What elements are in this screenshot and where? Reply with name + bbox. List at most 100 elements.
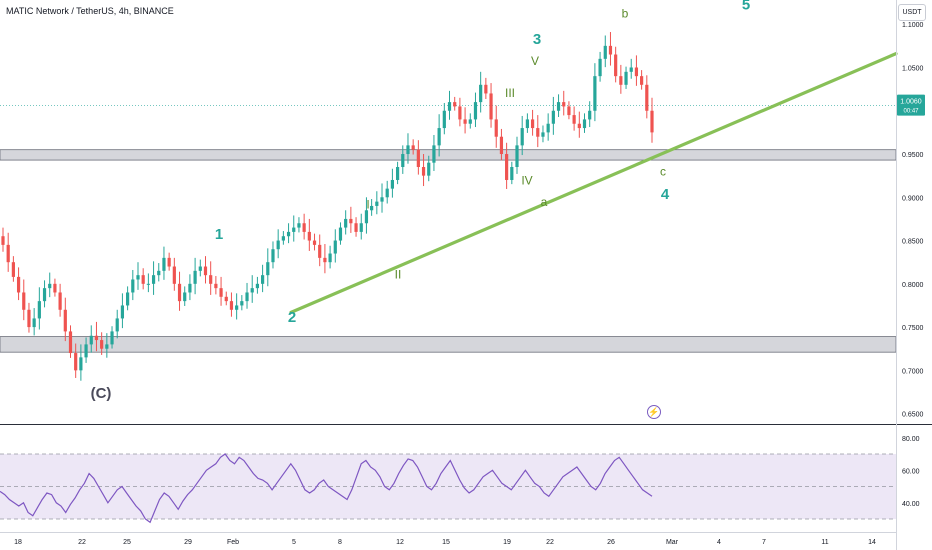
candle (89, 335, 93, 345)
candle (271, 249, 275, 263)
candle (209, 275, 213, 284)
time-tick-label: 25 (123, 539, 131, 546)
price-tick-label: 0.6500 (902, 412, 924, 419)
candle (151, 275, 156, 284)
candle (250, 288, 254, 293)
wave-label-1: 1 (215, 226, 223, 243)
candle (126, 292, 130, 306)
candle (63, 309, 67, 332)
candle (541, 132, 545, 137)
candle (650, 110, 654, 133)
candle (354, 223, 358, 232)
candle (214, 283, 218, 289)
candle (136, 275, 140, 280)
candle (603, 45, 607, 59)
chart-header: MATIC Network / TetherUS, 4h, BINANCE (6, 6, 174, 16)
price-tick-label: 1.1000 (902, 22, 924, 29)
wave-label-b: b (622, 6, 629, 20)
rsi-line (0, 453, 653, 524)
candle (530, 119, 535, 129)
candle (302, 223, 306, 232)
candle (32, 318, 36, 328)
candle (395, 167, 400, 180)
candle (375, 201, 379, 206)
candle (598, 58, 602, 77)
candle (157, 270, 161, 276)
candle (224, 296, 228, 302)
candle (203, 266, 208, 276)
candle (286, 231, 291, 237)
time-tick-label: Mar (666, 539, 679, 546)
candle (406, 145, 410, 155)
candle-series (1, 32, 654, 381)
time-tick-label: Feb (227, 539, 239, 546)
candle (572, 115, 576, 124)
candle (489, 93, 493, 120)
candle (614, 54, 618, 77)
candle (100, 340, 104, 349)
candle (385, 188, 389, 198)
candle (473, 102, 478, 120)
candle (494, 119, 498, 137)
candle (74, 353, 78, 371)
candle (437, 128, 441, 146)
candle (510, 167, 514, 180)
candle (349, 218, 353, 224)
price-tick-label: 0.8000 (902, 282, 924, 289)
candle (588, 110, 592, 120)
wave-label-4: 4 (661, 186, 670, 203)
candle (318, 244, 322, 258)
time-tick-label: 22 (78, 539, 86, 546)
wave-label-v: V (531, 54, 539, 68)
price-tick-label: 0.8500 (902, 239, 924, 246)
candle (193, 270, 197, 284)
candle (42, 288, 47, 302)
wave-label-5: 5 (742, 0, 750, 14)
candle (567, 106, 571, 116)
wave-label-c: c (660, 165, 666, 179)
time-tick-label: 7 (762, 539, 766, 546)
candle (167, 257, 171, 267)
candle (266, 262, 270, 276)
candle (37, 301, 41, 319)
candle (22, 292, 26, 310)
candle (53, 283, 57, 293)
candle (619, 76, 623, 85)
currency-badge[interactable]: USDT (898, 4, 926, 21)
candle (68, 331, 73, 354)
time-tick-label: 12 (396, 539, 404, 546)
time-tick-label: 29 (184, 539, 192, 546)
candle (447, 102, 452, 111)
candle (624, 71, 628, 85)
trendline (289, 52, 898, 314)
trendline-layer (289, 52, 898, 314)
candle (370, 205, 374, 211)
candle (421, 167, 426, 176)
candle (255, 283, 260, 289)
candle (235, 305, 239, 310)
candle (229, 301, 234, 310)
candle (556, 102, 561, 111)
time-tick-label: 18 (14, 539, 22, 546)
candle (505, 154, 509, 180)
candle (380, 197, 384, 202)
price-tick-label: 0.7000 (902, 368, 924, 375)
wave-label-a: a (541, 195, 548, 209)
wave-label-c: (C) (91, 385, 112, 402)
candle (172, 266, 176, 284)
candle (479, 84, 483, 103)
time-tick-label: 5 (292, 539, 296, 546)
candle (390, 179, 394, 189)
flash-icon[interactable]: ⚡ (647, 405, 661, 419)
candle (292, 227, 296, 232)
candle (359, 223, 363, 232)
candle (84, 344, 88, 358)
candle (562, 102, 566, 107)
rsi-tick-label: 80.00 (902, 436, 920, 443)
candle (525, 119, 529, 129)
candle (105, 344, 109, 349)
candle (546, 123, 550, 133)
price-tick-label: 0.9000 (902, 195, 924, 202)
candle (458, 106, 462, 120)
time-tick-label: 8 (338, 539, 342, 546)
